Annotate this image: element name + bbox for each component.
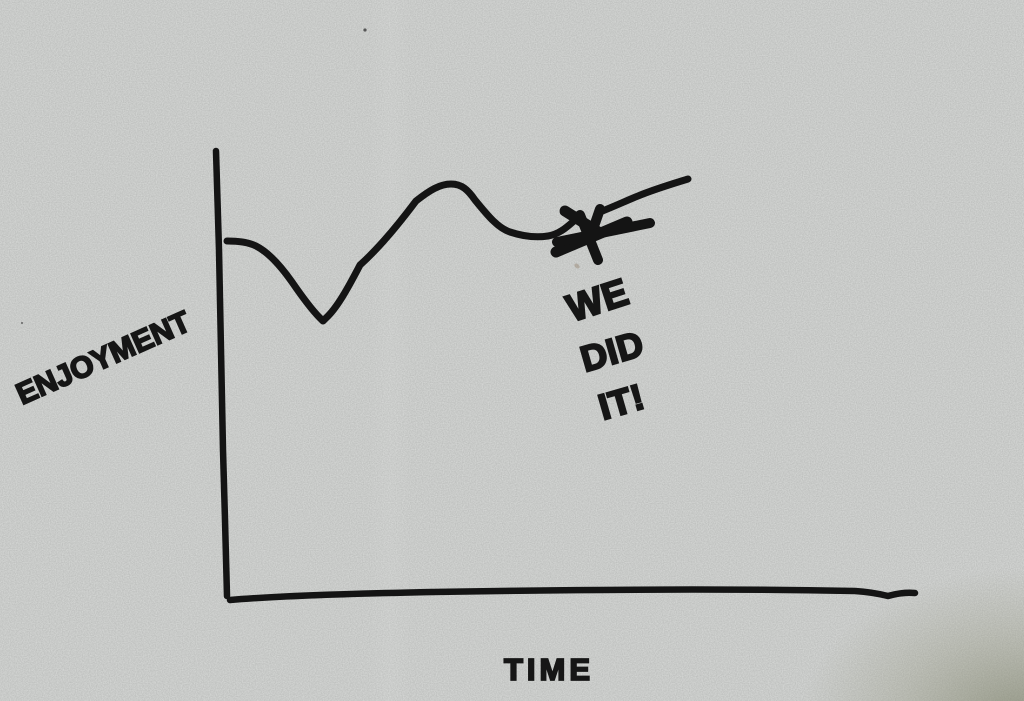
svg-text:TIME: TIME [504,652,594,687]
